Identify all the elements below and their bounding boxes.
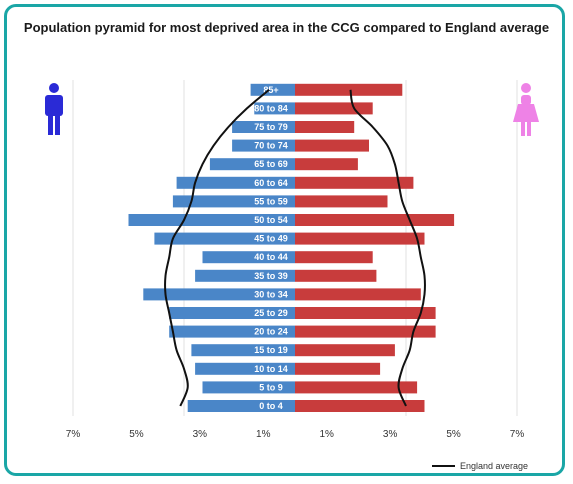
bar-right [295, 288, 421, 301]
bar-left [176, 176, 295, 189]
bar-right [295, 176, 414, 189]
england-average-line-right [349, 89, 426, 407]
bar-right [295, 121, 355, 133]
bar-right [295, 214, 455, 226]
bar-left [169, 307, 295, 319]
bar-left [202, 251, 295, 264]
age-label: 35 to 39 [254, 271, 288, 281]
bar-left [187, 400, 295, 412]
bar-right [295, 139, 369, 152]
bar-left [195, 362, 295, 375]
age-label: 55 to 59 [254, 196, 288, 206]
england-average-line-left [164, 89, 270, 407]
bar-left [172, 195, 295, 208]
age-label: 10 to 14 [254, 364, 288, 374]
age-label: 65 to 69 [254, 159, 288, 169]
bar-right [295, 362, 381, 375]
bar-right [295, 381, 418, 394]
left-bars [128, 83, 295, 412]
age-label: 20 to 24 [254, 327, 288, 337]
bar-right [295, 158, 358, 171]
x-tick-label: 7% [66, 429, 81, 440]
age-label: 50 to 54 [254, 215, 288, 225]
x-tick-label: 1% [256, 429, 271, 440]
bar-left [250, 83, 295, 96]
age-label: 70 to 74 [254, 141, 288, 151]
bar-right [295, 344, 395, 357]
age-label: 5 to 9 [259, 382, 283, 392]
x-tick-label: 5% [446, 429, 461, 440]
bar-left [195, 269, 295, 282]
chart-title: Population pyramid for most deprived are… [23, 20, 550, 35]
x-tick-label: 7% [510, 429, 525, 440]
legend-label: England average [460, 461, 528, 471]
bar-right [295, 269, 377, 282]
bar-left [232, 121, 295, 133]
bar-left [232, 139, 295, 152]
x-tick-label: 3% [193, 429, 208, 440]
bar-left [202, 381, 295, 394]
female-figure-icon [513, 83, 539, 136]
age-label: 0 to 4 [259, 401, 283, 411]
age-label: 30 to 34 [254, 289, 288, 299]
age-label: 85+ [263, 85, 278, 95]
bar-left [191, 344, 295, 357]
x-tick-label: 5% [129, 429, 144, 440]
age-label: 40 to 44 [254, 252, 288, 262]
bar-left [154, 232, 295, 245]
age-labels: 0 to 4 5 to 9 10 to 14 15 to 19 20 to 24 25 t… [254, 85, 288, 411]
age-label: 45 to 49 [254, 234, 288, 244]
bar-left [128, 214, 295, 226]
age-label: 25 to 29 [254, 308, 288, 318]
legend: England average [432, 461, 528, 471]
bar-right [295, 251, 373, 264]
age-label: 60 to 64 [254, 178, 288, 188]
right-bars [295, 83, 455, 412]
bar-right [295, 83, 403, 96]
age-label: 80 to 84 [254, 103, 288, 113]
bar-left [169, 325, 295, 338]
bar-right [295, 195, 388, 208]
male-figure-icon [45, 83, 63, 135]
x-tick-label: 1% [319, 429, 334, 440]
bar-right [295, 102, 373, 115]
bar-left [209, 158, 295, 171]
age-label: 15 to 19 [254, 345, 288, 355]
bar-left [143, 288, 295, 301]
x-axis-ticks: 7% 5% 3% 1% 1% 3% 5% 7% [66, 429, 525, 440]
bar-right [295, 307, 436, 319]
bar-right [295, 400, 425, 412]
bar-right [295, 232, 425, 245]
age-label: 75 to 79 [254, 122, 288, 132]
bar-left [254, 102, 295, 115]
bar-right [295, 325, 436, 338]
england-average-lines [164, 89, 426, 407]
x-tick-label: 3% [383, 429, 398, 440]
